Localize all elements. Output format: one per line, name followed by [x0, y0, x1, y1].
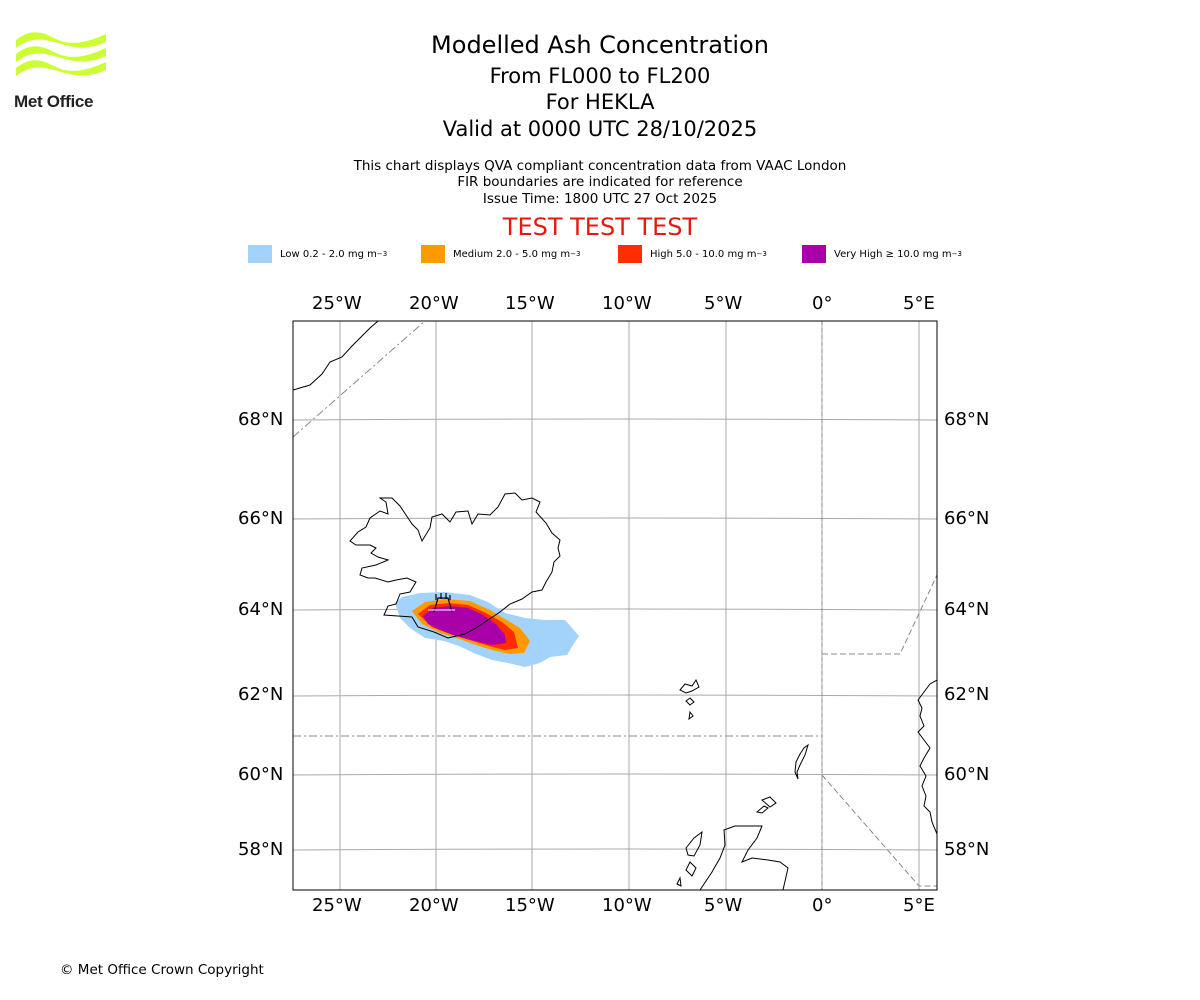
legend-swatch-high	[618, 245, 642, 263]
lat-tick-right: 60°N	[944, 764, 990, 785]
lat-tick-left: 62°N	[238, 684, 284, 705]
lon-tick-bottom: 5°W	[704, 895, 743, 916]
legend-label-very-high: Very High ≥ 10.0 mg m	[834, 248, 952, 260]
fir-note: FIR boundaries are indicated for referen…	[457, 174, 743, 190]
graticule	[293, 321, 937, 890]
coastlines	[293, 321, 937, 890]
lat-tick-right: 64°N	[944, 599, 990, 620]
qva-note: This chart displays QVA compliant concen…	[353, 158, 847, 174]
legend-label-low: Low 0.2 - 2.0 mg m	[280, 248, 377, 260]
lon-tick-bottom: 20°W	[409, 895, 459, 916]
lat-tick-left: 64°N	[238, 599, 284, 620]
legend-label-medium: Medium 2.0 - 5.0 mg m	[453, 248, 571, 260]
legend-label-high: High 5.0 - 10.0 mg m	[650, 248, 757, 260]
ash-very-high	[423, 606, 506, 645]
lon-tick-top: 10°W	[602, 293, 652, 314]
lon-tick-top: 5°E	[903, 293, 935, 314]
issue-time: Issue Time: 1800 UTC 27 Oct 2025	[482, 191, 718, 207]
legend-exponent-medium: −3	[570, 250, 581, 258]
test-banner: TEST TEST TEST	[502, 213, 698, 241]
valid-time: Valid at 0000 UTC 28/10/2025	[442, 117, 758, 141]
legend-exponent-low: −3	[376, 250, 388, 258]
legend-item-medium: Medium 2.0 - 5.0 mg m −3	[421, 244, 580, 264]
lat-tick-right: 66°N	[944, 508, 990, 529]
lon-tick-bottom: 15°W	[505, 895, 555, 916]
chart-title: Modelled Ash Concentration	[431, 31, 769, 59]
met-office-logo-icon	[16, 32, 106, 76]
copyright-notice: © Met Office Crown Copyright	[60, 962, 264, 978]
legend-swatch-medium	[421, 245, 445, 263]
lon-tick-bottom: 10°W	[602, 895, 652, 916]
legend-item-low: Low 0.2 - 2.0 mg m −3	[248, 244, 387, 264]
legend-item-very-high: Very High ≥ 10.0 mg m −3	[802, 244, 962, 264]
ash-plume	[395, 592, 579, 667]
lat-tick-left: 68°N	[238, 409, 284, 430]
lon-tick-top: 25°W	[312, 293, 362, 314]
lat-tick-left: 58°N	[238, 839, 284, 860]
lon-tick-top: 15°W	[505, 293, 555, 314]
lat-tick-right: 58°N	[944, 839, 990, 860]
lon-tick-bottom: 25°W	[312, 895, 362, 916]
lat-tick-left: 66°N	[238, 508, 284, 529]
map-frame	[292, 320, 938, 891]
lat-tick-right: 62°N	[944, 684, 990, 705]
lon-tick-top: 0°	[812, 293, 833, 314]
lon-tick-bottom: 0°	[812, 895, 833, 916]
lon-tick-bottom: 5°E	[903, 895, 935, 916]
lat-tick-left: 60°N	[238, 764, 284, 785]
legend-exponent-very-high: −3	[951, 250, 962, 258]
logo-text: Met Office	[14, 92, 94, 111]
legend-swatch-very-high	[802, 245, 826, 263]
legend-item-high: High 5.0 - 10.0 mg m −3	[618, 244, 767, 264]
legend-swatch-low	[248, 245, 272, 263]
fir-boundaries	[293, 321, 937, 890]
volcano-name: For HEKLA	[545, 90, 655, 114]
legend-exponent-high: −3	[756, 250, 767, 258]
lon-tick-top: 20°W	[409, 293, 459, 314]
lat-tick-right: 68°N	[944, 409, 990, 430]
lon-tick-top: 5°W	[704, 293, 743, 314]
flight-level-range: From FL000 to FL200	[489, 64, 711, 88]
